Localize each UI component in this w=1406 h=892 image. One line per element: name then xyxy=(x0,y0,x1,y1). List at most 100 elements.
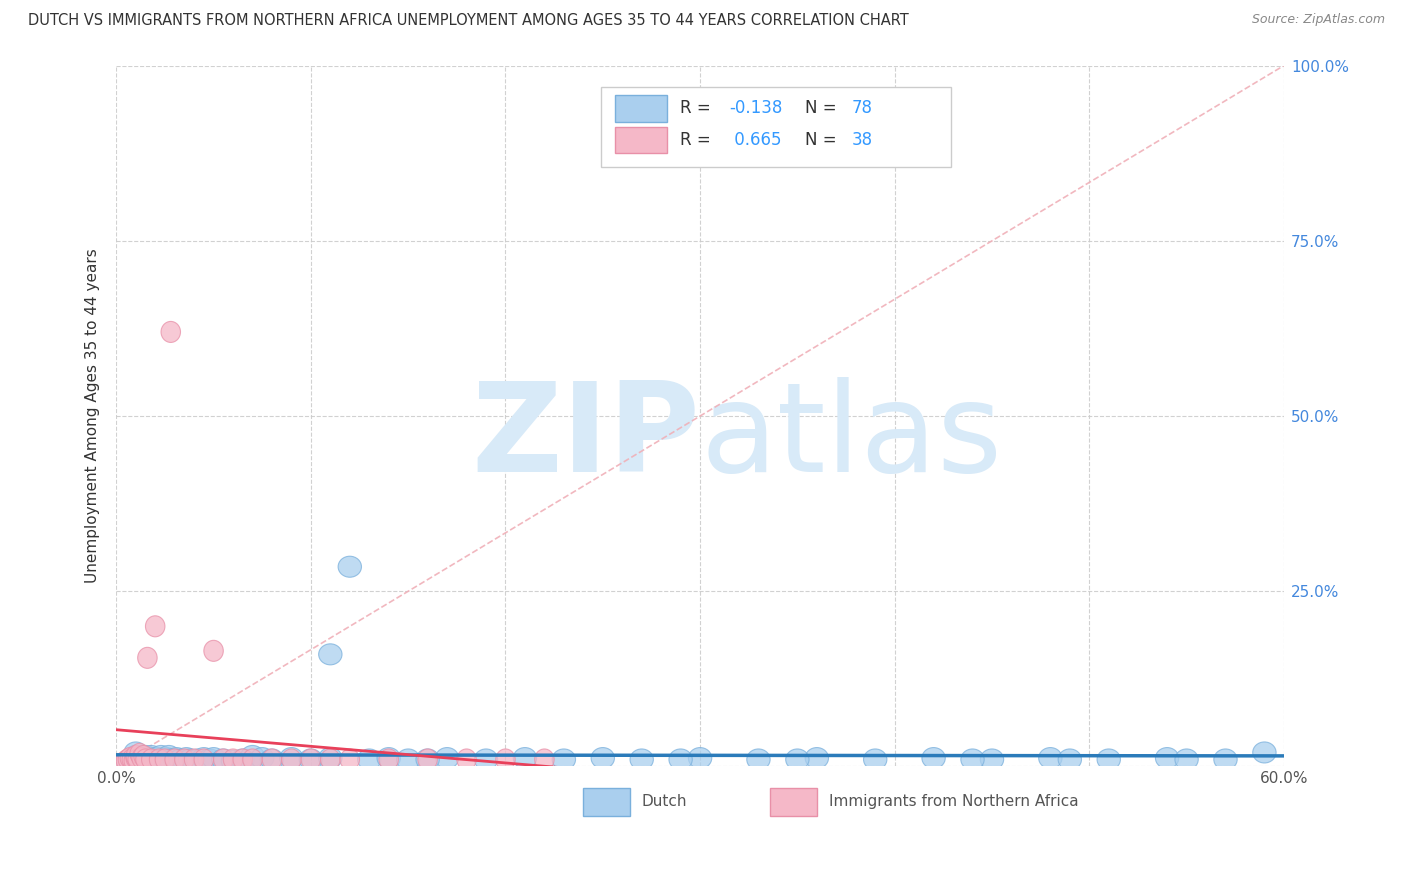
Ellipse shape xyxy=(183,750,205,772)
Ellipse shape xyxy=(689,747,711,769)
Text: R =: R = xyxy=(681,131,716,149)
Text: 0.665: 0.665 xyxy=(730,131,782,149)
Y-axis label: Unemployment Among Ages 35 to 44 years: Unemployment Among Ages 35 to 44 years xyxy=(86,249,100,583)
Ellipse shape xyxy=(553,749,575,770)
Ellipse shape xyxy=(496,749,515,770)
Ellipse shape xyxy=(214,749,233,770)
Ellipse shape xyxy=(159,749,183,770)
Ellipse shape xyxy=(863,749,887,770)
Text: 78: 78 xyxy=(852,99,873,118)
Ellipse shape xyxy=(436,747,458,769)
Ellipse shape xyxy=(149,749,169,770)
Ellipse shape xyxy=(281,749,301,770)
Ellipse shape xyxy=(129,743,149,764)
FancyBboxPatch shape xyxy=(614,95,668,121)
Ellipse shape xyxy=(139,750,163,772)
Ellipse shape xyxy=(134,746,157,766)
Ellipse shape xyxy=(134,746,153,766)
Text: 38: 38 xyxy=(852,131,873,149)
Ellipse shape xyxy=(184,749,204,770)
Ellipse shape xyxy=(263,749,281,770)
Ellipse shape xyxy=(120,747,139,769)
FancyBboxPatch shape xyxy=(770,788,817,815)
Ellipse shape xyxy=(260,749,284,770)
Ellipse shape xyxy=(204,640,224,661)
Ellipse shape xyxy=(128,749,148,770)
Ellipse shape xyxy=(136,749,155,770)
Ellipse shape xyxy=(173,750,195,772)
Ellipse shape xyxy=(114,753,138,773)
Text: atlas: atlas xyxy=(700,376,1002,498)
Ellipse shape xyxy=(127,749,149,770)
Ellipse shape xyxy=(212,749,235,770)
Ellipse shape xyxy=(124,742,148,763)
Ellipse shape xyxy=(198,749,221,770)
Ellipse shape xyxy=(337,557,361,577)
Text: Source: ZipAtlas.com: Source: ZipAtlas.com xyxy=(1251,13,1385,27)
Ellipse shape xyxy=(128,746,152,767)
Ellipse shape xyxy=(250,747,274,769)
Ellipse shape xyxy=(357,749,381,770)
Ellipse shape xyxy=(169,749,193,770)
Ellipse shape xyxy=(142,749,162,770)
Ellipse shape xyxy=(1097,749,1121,770)
Ellipse shape xyxy=(155,747,179,769)
Ellipse shape xyxy=(591,747,614,769)
Ellipse shape xyxy=(1213,749,1237,770)
Ellipse shape xyxy=(319,747,342,769)
Ellipse shape xyxy=(163,749,187,770)
Ellipse shape xyxy=(1253,742,1277,763)
FancyBboxPatch shape xyxy=(600,87,950,167)
Ellipse shape xyxy=(162,321,180,343)
Ellipse shape xyxy=(152,750,174,772)
Text: ZIP: ZIP xyxy=(471,376,700,498)
Text: Immigrants from Northern Africa: Immigrants from Northern Africa xyxy=(828,794,1078,809)
Ellipse shape xyxy=(1059,749,1081,770)
Ellipse shape xyxy=(474,749,498,770)
Ellipse shape xyxy=(194,749,214,770)
Ellipse shape xyxy=(806,747,828,769)
Ellipse shape xyxy=(145,749,169,770)
Text: N =: N = xyxy=(806,99,842,118)
FancyBboxPatch shape xyxy=(614,127,668,153)
Ellipse shape xyxy=(299,749,322,770)
Ellipse shape xyxy=(138,648,157,668)
Ellipse shape xyxy=(416,749,439,770)
Ellipse shape xyxy=(377,747,401,769)
Ellipse shape xyxy=(132,747,152,769)
Ellipse shape xyxy=(418,749,437,770)
Ellipse shape xyxy=(1175,749,1198,770)
Ellipse shape xyxy=(136,749,159,770)
Text: N =: N = xyxy=(806,131,842,149)
Ellipse shape xyxy=(1039,747,1062,769)
Ellipse shape xyxy=(118,749,138,770)
Ellipse shape xyxy=(340,749,360,770)
Ellipse shape xyxy=(124,747,148,769)
Ellipse shape xyxy=(128,750,152,772)
Ellipse shape xyxy=(922,747,945,769)
FancyBboxPatch shape xyxy=(583,788,630,815)
Ellipse shape xyxy=(143,747,167,769)
Ellipse shape xyxy=(669,749,692,770)
Text: -0.138: -0.138 xyxy=(730,99,783,118)
Ellipse shape xyxy=(221,750,245,772)
Ellipse shape xyxy=(165,749,184,770)
Ellipse shape xyxy=(380,749,398,770)
Ellipse shape xyxy=(179,749,202,770)
Ellipse shape xyxy=(233,749,253,770)
Ellipse shape xyxy=(240,746,264,766)
Ellipse shape xyxy=(132,747,155,769)
Ellipse shape xyxy=(167,750,190,772)
Ellipse shape xyxy=(127,747,145,769)
Ellipse shape xyxy=(630,749,654,770)
Ellipse shape xyxy=(117,750,136,772)
Text: Dutch: Dutch xyxy=(641,794,688,809)
Ellipse shape xyxy=(1156,747,1178,769)
Ellipse shape xyxy=(122,749,145,771)
Ellipse shape xyxy=(396,749,420,770)
Ellipse shape xyxy=(142,749,165,770)
Ellipse shape xyxy=(124,750,143,772)
Ellipse shape xyxy=(148,747,170,769)
Ellipse shape xyxy=(321,749,340,770)
Ellipse shape xyxy=(149,746,173,766)
